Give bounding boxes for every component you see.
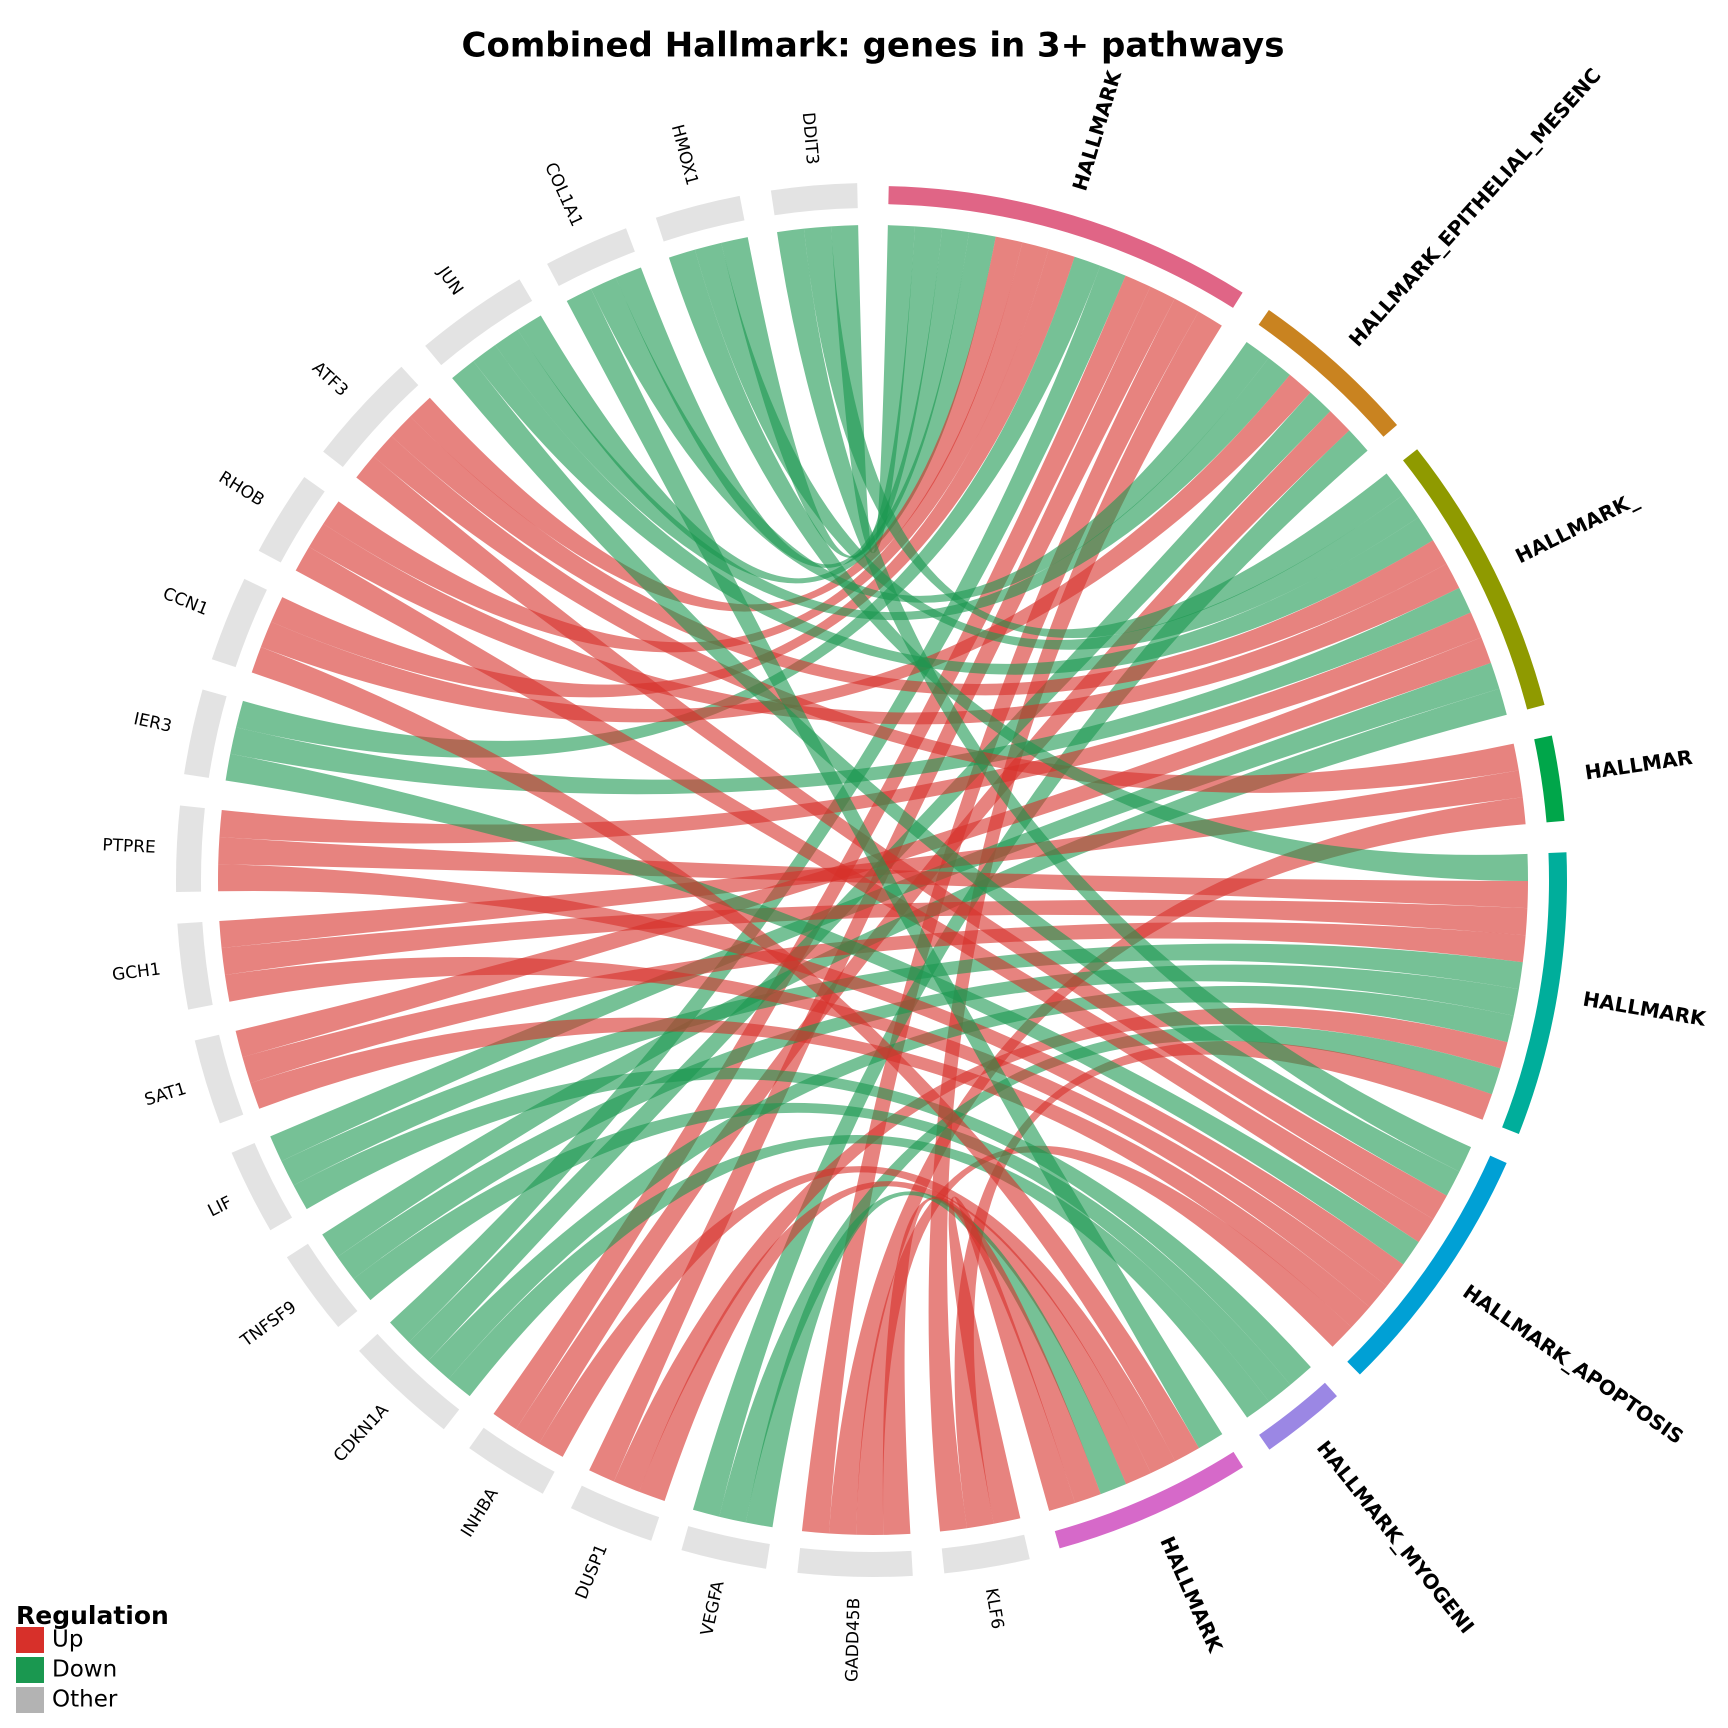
chord — [882, 1196, 1101, 1535]
gene-arc — [177, 922, 213, 1010]
pathway-arc — [1258, 309, 1398, 437]
gene-label: VEGFA — [697, 1579, 728, 1638]
gene-label: GCH1 — [111, 959, 162, 985]
chord — [230, 587, 1471, 795]
chord — [856, 1145, 1352, 1535]
pathway-arc — [888, 186, 1243, 308]
chord — [539, 1166, 1176, 1474]
chord — [218, 837, 1528, 909]
pathway-arc — [1054, 1451, 1244, 1549]
pathway-arc — [1347, 1155, 1507, 1375]
gene-arc — [231, 1142, 293, 1231]
pathway-label: HALLMARK — [1581, 987, 1709, 1032]
chord — [493, 275, 1151, 1430]
chord — [337, 964, 1519, 1279]
chord — [615, 228, 969, 568]
pathway-label: HALLMAR — [1583, 745, 1694, 785]
chord — [322, 688, 1507, 1258]
chord — [271, 248, 1075, 698]
pathway-arc — [1403, 449, 1545, 710]
chord — [745, 1191, 1127, 1528]
legend-swatch — [16, 1627, 44, 1653]
legend-label: Down — [52, 1657, 117, 1683]
gene-arc — [194, 1034, 244, 1124]
pathway-label: HALLMARK_ — [1511, 487, 1642, 568]
chord — [356, 456, 1447, 1220]
chord — [235, 637, 1491, 1058]
gene-label: JUN — [433, 262, 467, 299]
rings — [176, 183, 1567, 1577]
gene-label: INHBA — [457, 1484, 503, 1541]
pathway-label: HALLMARK — [1155, 1533, 1228, 1657]
legend-label: Up — [52, 1627, 83, 1653]
chord — [948, 1196, 1076, 1524]
chord — [668, 249, 1528, 882]
chord — [242, 922, 1526, 1084]
chords — [218, 225, 1528, 1535]
legend-swatch — [16, 1687, 44, 1713]
pathway-arc — [1259, 1382, 1337, 1450]
gene-label: CDKN1A — [330, 1400, 393, 1466]
gene-arc — [570, 1485, 660, 1541]
gene-arc — [425, 279, 533, 366]
gene-label: HMOX1 — [667, 122, 702, 187]
gene-label: TNFSF9 — [236, 1297, 300, 1352]
pathway-arc — [1502, 852, 1567, 1134]
gene-arc — [547, 228, 635, 286]
chord — [566, 288, 1223, 1449]
chord — [281, 943, 1523, 1186]
gene-label: IER3 — [132, 709, 174, 737]
gene-arc — [469, 1427, 555, 1494]
gene-arc — [797, 1548, 913, 1577]
chord — [219, 612, 1482, 844]
chord — [224, 956, 1387, 1308]
gene-arc — [655, 195, 745, 242]
chord — [309, 523, 1460, 725]
gene-label: ATF3 — [308, 358, 352, 401]
pathway-label: HALLMARK_EPITHELIAL_MESENC — [1344, 63, 1606, 351]
chord — [954, 1041, 1492, 1529]
pathway-label: HALLMARK — [1067, 66, 1126, 193]
gene-arc — [184, 689, 227, 778]
legend-title: Regulation — [16, 1601, 169, 1630]
pathway-label: HALLMARK_MYOGENI — [1312, 1436, 1479, 1638]
chord — [515, 411, 1350, 1444]
gene-arc — [681, 1526, 770, 1569]
gene-arc — [359, 1333, 460, 1430]
gene-label: PTPRE — [102, 835, 156, 857]
gene-label: GADD45B — [842, 1598, 864, 1683]
chord — [428, 985, 1514, 1379]
gene-label: COL1A1 — [540, 160, 586, 230]
gene-arc — [211, 578, 267, 668]
legend-label: Other — [52, 1687, 118, 1713]
gene-arc — [258, 477, 325, 563]
gene-arc — [176, 805, 205, 893]
gene-arc — [770, 183, 858, 216]
chord — [295, 546, 1434, 1243]
gene-label: RHOB — [215, 467, 268, 510]
gene-arc — [941, 1534, 1030, 1574]
pathway-arc — [1534, 735, 1565, 823]
gene-label: CCN1 — [160, 584, 211, 620]
chord — [719, 1025, 1501, 1523]
gene-label: SAT1 — [142, 1079, 189, 1111]
gene-label: KLF6 — [981, 1587, 1007, 1631]
gene-arc — [323, 366, 419, 468]
gene-label: DDIT3 — [798, 112, 822, 166]
chart-title: Combined Hallmark: genes in 3+ pathways — [462, 26, 1285, 66]
chord — [590, 277, 1269, 603]
chord — [221, 899, 1528, 975]
chord — [639, 1181, 1151, 1501]
legend-swatch — [16, 1657, 44, 1683]
gene-arc — [286, 1243, 358, 1328]
pathway-label: HALLMARK_APOPTOSIS — [1459, 1279, 1689, 1448]
chord — [373, 436, 1519, 793]
gene-label: DUSP1 — [572, 1541, 612, 1602]
gene-label: LIF — [205, 1193, 236, 1222]
chord — [495, 329, 1290, 621]
